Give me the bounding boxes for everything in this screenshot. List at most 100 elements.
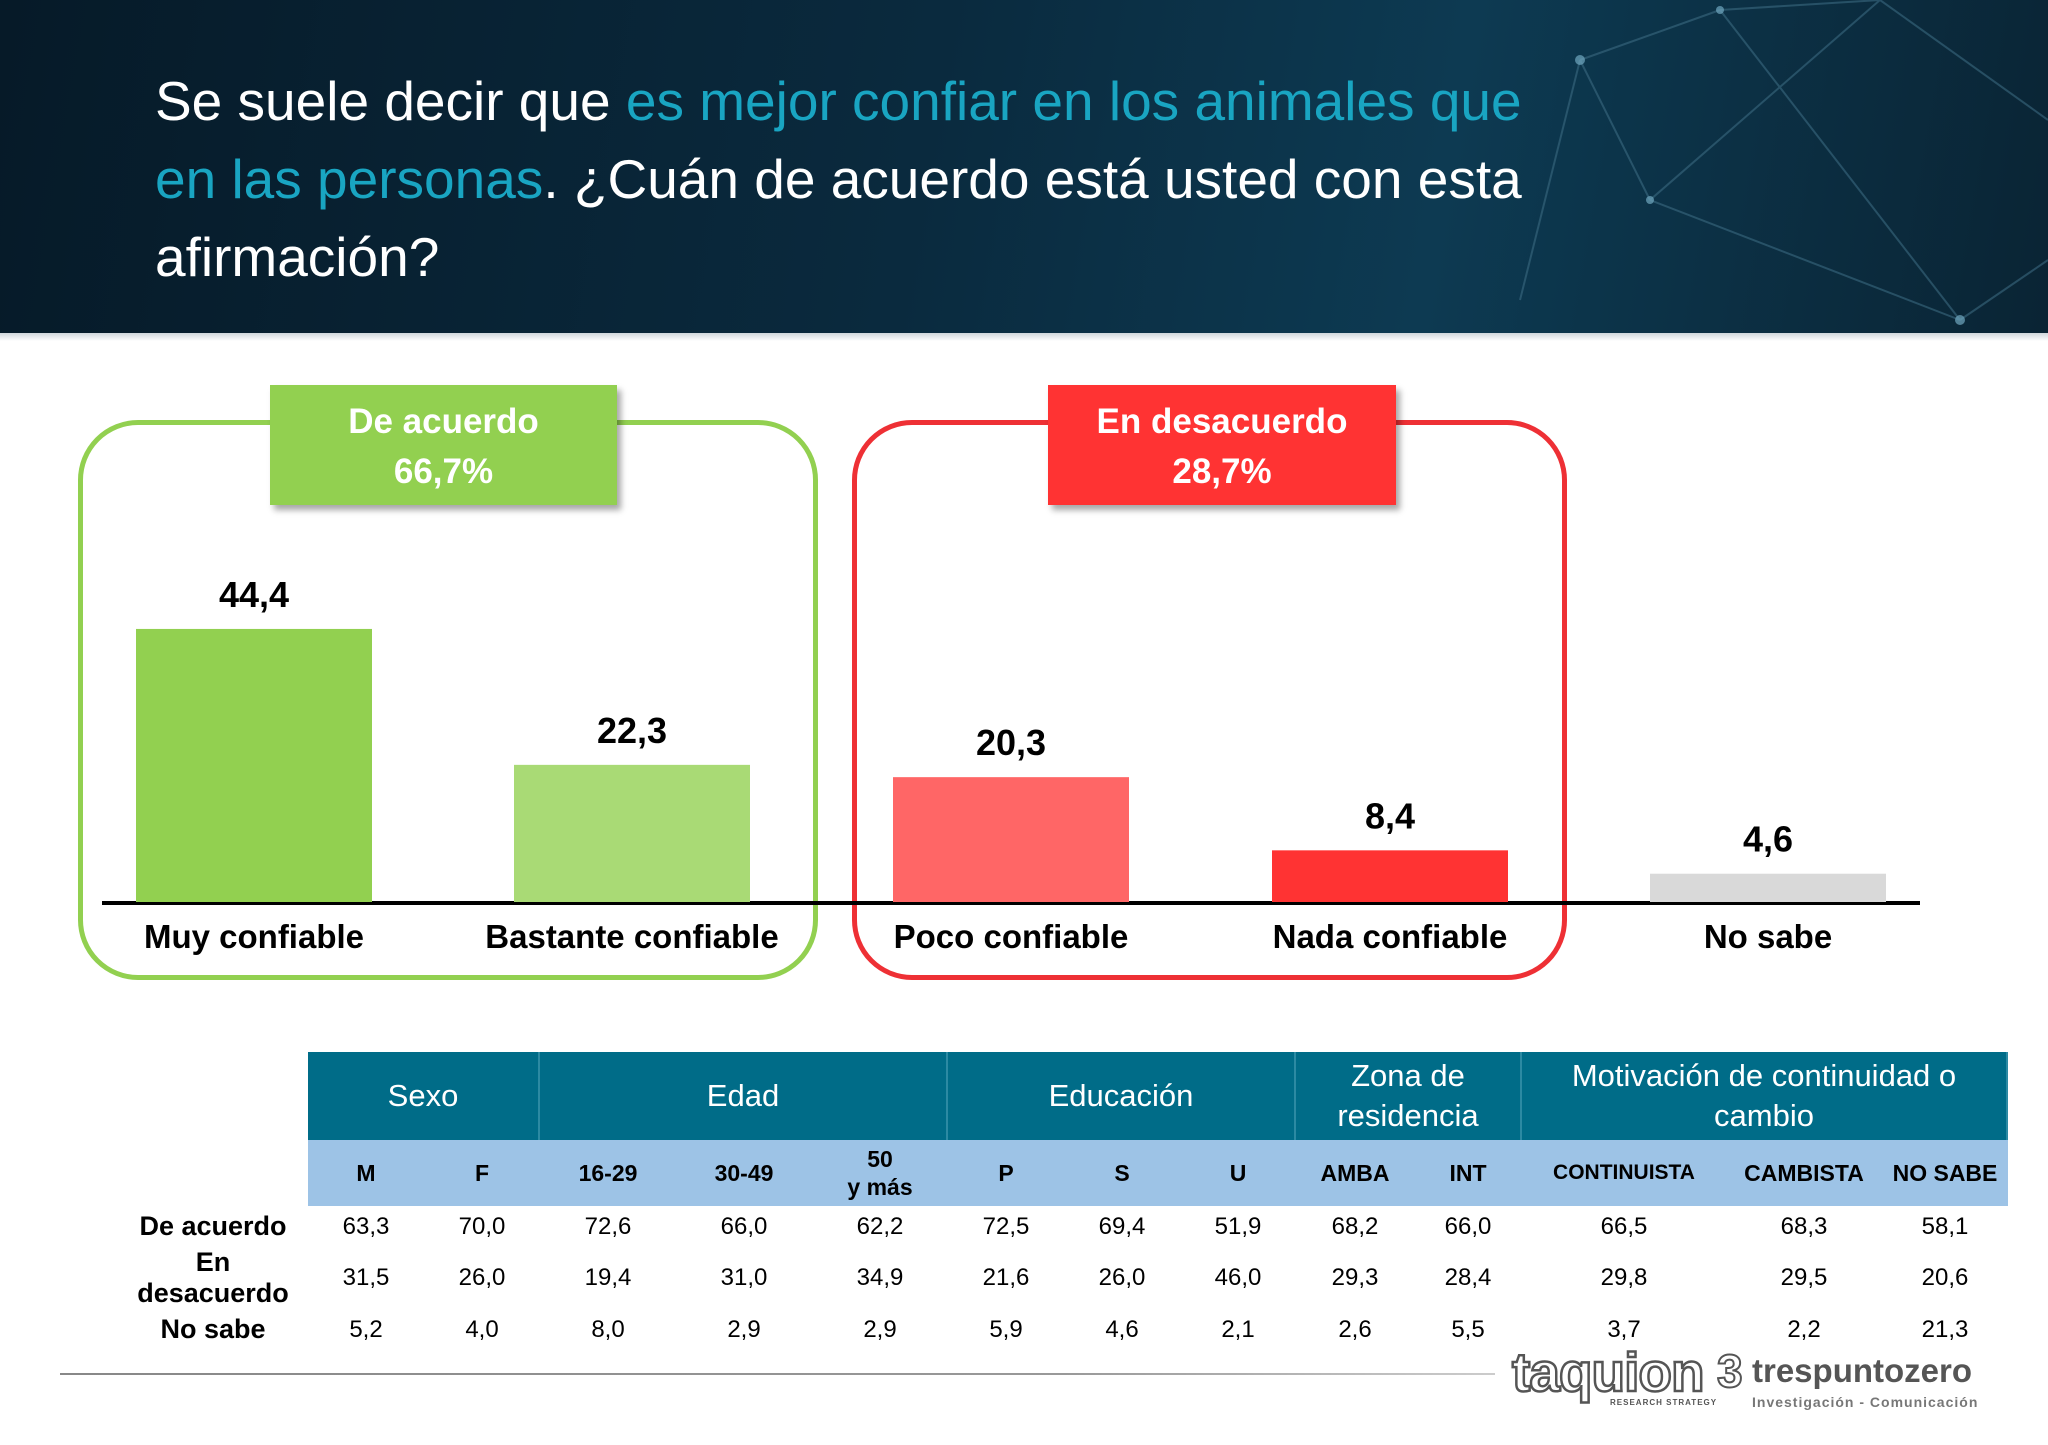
- table-cell: 29,3: [1331, 1264, 1379, 1291]
- table-cell: 20,6: [1921, 1264, 1969, 1291]
- table-group-header-0: Sexo: [308, 1052, 540, 1140]
- disagree-value: 28,7%: [1172, 452, 1272, 491]
- table-cell: 68,2: [1331, 1212, 1379, 1240]
- disagree-label: En desacuerdo: [1096, 402, 1348, 441]
- table-cell: 68,3: [1780, 1212, 1828, 1240]
- footer-rule: [60, 1373, 1495, 1375]
- agree-total-badge: De acuerdo 66,7%: [270, 385, 617, 505]
- table-group-header-2: Educación: [948, 1052, 1296, 1140]
- table-corner-2: [118, 1140, 308, 1206]
- table-cell: 5,9: [989, 1315, 1023, 1343]
- table-column-header-12: NO SABE: [1882, 1140, 2008, 1206]
- table-cell: 72,5: [982, 1212, 1030, 1240]
- table-cell: 63,3: [342, 1212, 390, 1240]
- table-cell: 5,5: [1451, 1315, 1485, 1343]
- bar-value-label-2: 20,3: [976, 722, 1046, 763]
- table-cell: 2,9: [727, 1315, 761, 1343]
- table-cell: 3,7: [1607, 1315, 1641, 1343]
- table-cell: 72,6: [584, 1212, 632, 1240]
- table-cell: 58,1: [1921, 1212, 1969, 1240]
- table-cell: 28,4: [1444, 1264, 1492, 1291]
- table-body: De acuerdo 63,3 70,0 72,6 66,0 62,2 72,5 69,4 51…: [118, 1206, 2008, 1350]
- table-group-header-1: Edad: [540, 1052, 948, 1140]
- table-column-header-8: AMBA: [1296, 1140, 1414, 1206]
- table-row-label: En desacuerdo: [137, 1247, 289, 1308]
- bar-1: [514, 764, 750, 902]
- title-highlight: es mejor confiar en los animales que en …: [155, 70, 1522, 210]
- category-label-4: No sabe: [1704, 918, 1832, 955]
- trespuntozero-logo-tagline: Investigación - Comunicación: [1752, 1394, 1979, 1410]
- table-cell: 66,0: [720, 1212, 768, 1240]
- table-cell: 46,0: [1214, 1264, 1262, 1291]
- table-group-header-4: Motivación de continuidad o cambio: [1522, 1052, 2008, 1140]
- table-cell: 29,8: [1600, 1264, 1648, 1291]
- bar-chart: 44,4 Muy confiable 22,3 Bastante confiable 2…: [102, 574, 1920, 955]
- table-row: En desacuerdo 31,5 26,0 19,4 31,0 34,9 21,6 26,…: [118, 1247, 2008, 1309]
- bar-4: [1650, 873, 1886, 902]
- table-column-header-6: S: [1064, 1140, 1180, 1206]
- bar-value-label-0: 44,4: [219, 574, 289, 615]
- table-column-header-5: P: [948, 1140, 1064, 1206]
- table-column-header-11: CAMBISTA: [1726, 1140, 1882, 1206]
- table-cell: 62,2: [856, 1212, 904, 1240]
- category-label-0: Muy confiable: [144, 918, 364, 955]
- table-column-header-row: M F 16-29 30-49 50 y más P S U AMBA INT CONTINUISTA…: [118, 1140, 2008, 1206]
- disagree-total-badge: En desacuerdo 28,7%: [1048, 385, 1396, 505]
- table-cell: 31,0: [720, 1264, 768, 1291]
- category-label-3: Nada confiable: [1273, 918, 1508, 955]
- agree-label: De acuerdo: [348, 402, 539, 441]
- table-column-header-9: INT: [1414, 1140, 1522, 1206]
- bar-value-label-4: 4,6: [1743, 819, 1793, 860]
- table-cell: 69,4: [1098, 1212, 1146, 1240]
- table-corner: [118, 1052, 308, 1140]
- bar-3: [1272, 850, 1508, 902]
- crosstab-table: Sexo Edad Educación Zona de residencia Motiv…: [118, 1052, 2008, 1350]
- table-cell: 21,3: [1921, 1315, 1969, 1343]
- table-group-header-3: Zona de residencia: [1296, 1052, 1522, 1140]
- table-group-header-row: Sexo Edad Educación Zona de residencia Motiv…: [118, 1052, 2008, 1140]
- table-cell: 66,0: [1444, 1212, 1492, 1240]
- title-text-1: Se suele decir que: [155, 70, 626, 132]
- table-cell: 2,6: [1338, 1315, 1372, 1343]
- table-row-label: No sabe: [160, 1314, 266, 1344]
- table-column-header-10: CONTINUISTA: [1522, 1140, 1726, 1206]
- taquion-logo-tagline: RESEARCH STRATEGY: [1610, 1398, 1718, 1407]
- bar-0: [136, 628, 372, 902]
- header-divider: [0, 333, 2048, 341]
- bar-value-label-3: 8,4: [1365, 795, 1415, 836]
- table-column-header-2: 16-29: [540, 1140, 676, 1206]
- agree-value: 66,7%: [393, 452, 494, 491]
- table-cell: 2,2: [1787, 1315, 1821, 1343]
- trespuntozero-logo-mark: 3: [1716, 1344, 1744, 1398]
- table-cell: 66,5: [1600, 1212, 1648, 1240]
- table-cell: 2,1: [1221, 1315, 1255, 1343]
- table-row: De acuerdo 63,3 70,0 72,6 66,0 62,2 72,5 69,4 51…: [118, 1206, 2008, 1247]
- header-banner: Se suele decir que es mejor confiar en l…: [0, 0, 2048, 333]
- table-cell: 21,6: [982, 1264, 1030, 1291]
- bar-2: [893, 777, 1129, 902]
- table-cell: 29,5: [1780, 1264, 1828, 1291]
- table-column-header-0: M: [308, 1140, 424, 1206]
- trespuntozero-logo: trespuntozero: [1752, 1352, 1973, 1389]
- table-cell: 34,9: [856, 1264, 904, 1291]
- table-cell: 4,0: [465, 1315, 499, 1343]
- table-cell: 19,4: [584, 1264, 632, 1291]
- table-row: No sabe 5,2 4,0 8,0 2,9 2,9 5,9 4,6 2,1 2,6 5,5 3,7…: [118, 1309, 2008, 1350]
- table-cell: 31,5: [342, 1264, 390, 1291]
- table-column-header-4: 50 y más: [812, 1140, 948, 1206]
- table-cell: 2,9: [863, 1315, 897, 1343]
- table-column-header-3: 30-49: [676, 1140, 812, 1206]
- page-title: Se suele decir que es mejor confiar en l…: [155, 62, 1555, 296]
- category-label-1: Bastante confiable: [485, 918, 778, 955]
- table-cell: 4,6: [1105, 1315, 1139, 1343]
- table-row-label: De acuerdo: [139, 1211, 287, 1241]
- table-cell: 51,9: [1214, 1212, 1262, 1240]
- table-cell: 5,2: [349, 1315, 383, 1343]
- network-background-graphic: [1519, 0, 2048, 325]
- table-column-header-1: F: [424, 1140, 540, 1206]
- table-cell: 8,0: [591, 1315, 625, 1343]
- table-cell: 70,0: [458, 1212, 506, 1240]
- table-column-header-7: U: [1180, 1140, 1296, 1206]
- category-label-2: Poco confiable: [894, 918, 1129, 955]
- taquion-logo: taquion: [1511, 1340, 1706, 1405]
